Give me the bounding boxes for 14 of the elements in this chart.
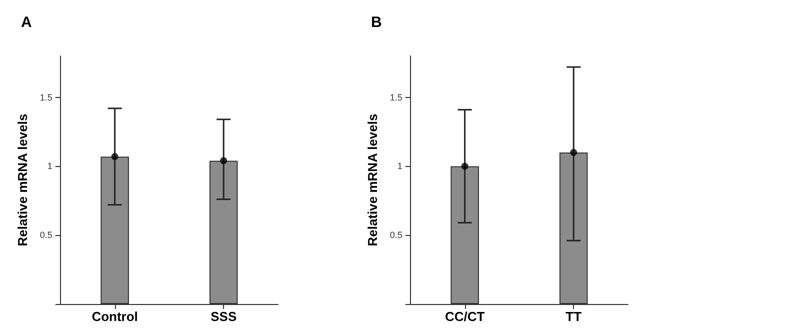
chart-title: A [21,14,32,31]
y-tick-label: 1 [397,161,402,172]
y-axis-title: Relative mRNA levels [15,114,30,246]
y-tick-label: 1.5 [40,92,52,102]
y-tick-label: 1.5 [390,92,402,102]
x-tick-label: TT [566,309,582,324]
chart-title: B [371,14,382,31]
x-tick-label: Control [92,309,138,324]
y-tick-label: 0.5 [40,230,52,240]
x-tick-label: SSS [210,309,237,324]
y-tick-label: 1 [47,161,52,172]
y-axis-title: Relative mRNA levels [365,114,380,246]
y-tick-label: 0.5 [390,230,402,240]
x-tick-label: CC/CT [444,309,485,324]
